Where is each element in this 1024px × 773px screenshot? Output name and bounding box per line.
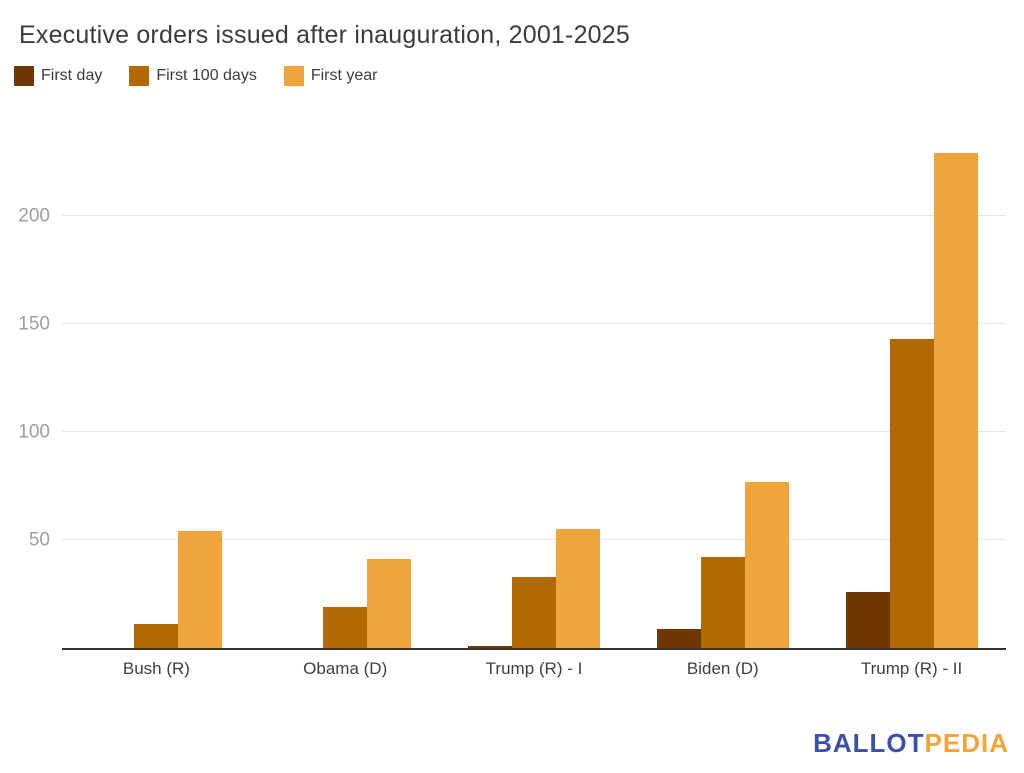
bar-group-4 xyxy=(656,108,789,648)
y-axis-tick-label-200: 200 xyxy=(18,205,50,227)
bar-group-1 xyxy=(90,108,223,648)
gridline-50 xyxy=(62,538,1006,540)
y-axis-tick-label-150: 150 xyxy=(18,313,50,335)
bar xyxy=(933,152,978,648)
ballotpedia-logo: BALLOTPEDIA xyxy=(813,730,1009,756)
bar xyxy=(511,576,556,648)
plot-area: 50 100 150 200 xyxy=(18,108,1006,650)
x-axis-category-label: Trump (R) - I xyxy=(485,658,583,678)
ballotpedia-logo-pedia: PEDIA xyxy=(924,728,1009,758)
x-axis-category-label: Obama (D) xyxy=(303,658,388,678)
legend-swatch-first-100-days xyxy=(129,65,150,86)
legend: First day First 100 days First year xyxy=(14,65,1024,86)
x-axis-category-label: Bush (R) xyxy=(122,658,190,678)
legend-label-first-day: First day xyxy=(41,66,103,84)
gridline-100 xyxy=(62,430,1006,432)
bar-groups xyxy=(62,108,1006,648)
bar xyxy=(555,528,600,648)
bar xyxy=(467,645,512,648)
legend-label-first-100-days: First 100 days xyxy=(156,66,257,84)
bar xyxy=(134,623,179,648)
x-axis-category-label: Biden (D) xyxy=(686,658,759,678)
ballotpedia-logo-ballot: BALLOT xyxy=(813,728,925,758)
y-axis-tick-label-50: 50 xyxy=(28,529,50,551)
x-axis-category-label: Trump (R) - II xyxy=(860,658,963,678)
x-axis-category-labels: Bush (R) Obama (D) Trump (R) - I Biden (D) T… xyxy=(62,659,1006,679)
chart-title: Executive orders issued after inaugurati… xyxy=(19,21,630,49)
legend-label-first-year: First year xyxy=(310,66,378,84)
y-axis-tick-label-100: 100 xyxy=(18,421,50,443)
gridline-150 xyxy=(62,322,1006,324)
bar-group-5 xyxy=(845,108,978,648)
bar xyxy=(744,481,789,648)
bar-group-3 xyxy=(467,108,600,648)
bar xyxy=(178,530,223,648)
bar xyxy=(367,558,412,648)
bar-group-2 xyxy=(279,108,412,648)
bar xyxy=(700,556,745,648)
bar xyxy=(845,591,890,648)
bar xyxy=(656,628,701,648)
legend-item-first-year: First year xyxy=(283,65,378,86)
legend-item-first-100-days: First 100 days xyxy=(129,65,257,86)
bar xyxy=(323,606,368,648)
gridline-200 xyxy=(62,214,1006,216)
legend-swatch-first-day xyxy=(14,65,34,86)
legend-item-first-day: First day xyxy=(14,65,103,86)
legend-swatch-first-year xyxy=(283,65,304,86)
bar xyxy=(889,338,934,648)
